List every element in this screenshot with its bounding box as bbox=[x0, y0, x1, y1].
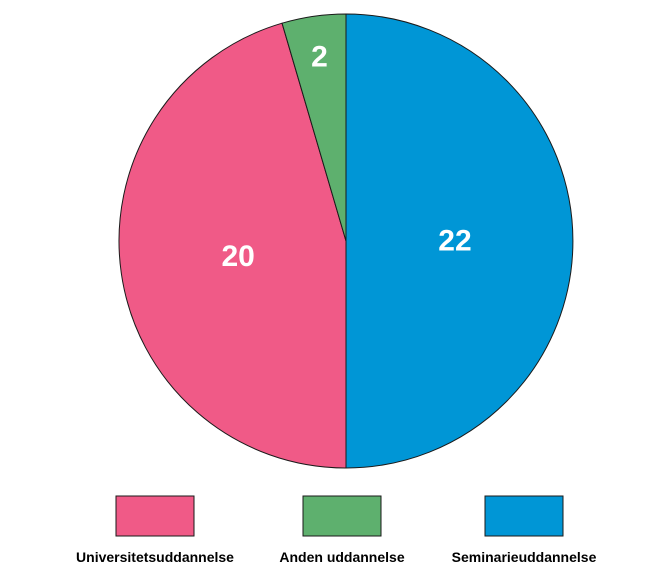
legend-item-seminarieuddannelse: Seminarieuddannelse bbox=[452, 495, 597, 565]
legend-item-anden-uddannelse: Anden uddannelse bbox=[279, 495, 405, 565]
legend-swatch-anden-uddannelse bbox=[302, 495, 382, 537]
legend-swatch-seminarieuddannelse bbox=[484, 495, 564, 537]
pie-slice-seminarieuddannelse bbox=[345, 13, 574, 469]
pie-data-labels: 22 20 2 bbox=[221, 40, 471, 273]
legend-label-anden-uddannelse: Anden uddannelse bbox=[279, 549, 404, 565]
legend: Universitetsuddannelse Anden uddannelse Se… bbox=[76, 495, 597, 565]
data-label-anden-uddannelse: 2 bbox=[311, 40, 328, 73]
data-label-seminarieuddannelse: 22 bbox=[438, 225, 471, 258]
pie-slice-anden-uddannelse bbox=[281, 13, 347, 242]
legend-label-universitetsuddannelse: Universitetsuddannelse bbox=[76, 549, 234, 565]
pie-slice-universitetsuddannelse bbox=[118, 22, 347, 469]
data-label-universitetsuddannelse: 20 bbox=[221, 240, 254, 273]
legend-swatch-universitetsuddannelse bbox=[115, 495, 195, 537]
legend-label-seminarieuddannelse: Seminarieuddannelse bbox=[452, 549, 597, 565]
pie-slices bbox=[118, 13, 574, 469]
legend-item-universitetsuddannelse: Universitetsuddannelse bbox=[76, 495, 234, 565]
